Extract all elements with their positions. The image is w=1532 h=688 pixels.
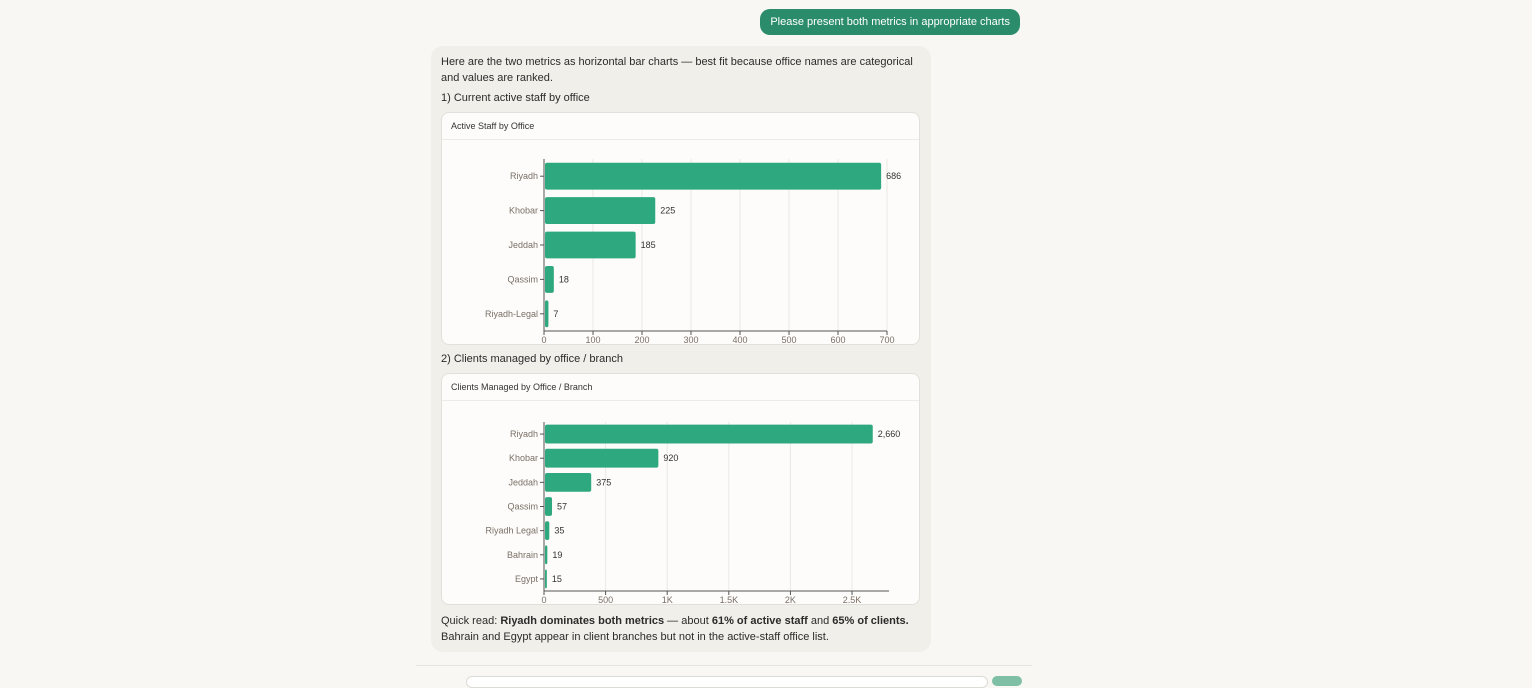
chart-title: Active Staff by Office [442,113,919,140]
data-label: 7 [553,309,558,319]
category-label: Qassim [507,502,538,512]
quick-read-highlight: Riyadh dominates both metrics [500,615,665,627]
tick-label: 500 [781,335,796,345]
bar [545,448,659,468]
category-label: Riyadh-Legal [485,309,538,319]
quick-read-text: — about [664,615,712,627]
category-label: Egypt [515,574,539,584]
section-title-clients: 2) Clients managed by office / branch [441,353,624,365]
data-label: 686 [886,171,901,181]
tick-label: 1.5K [720,595,739,605]
category-label: Qassim [507,274,538,284]
tick-label: 2K [785,595,796,605]
user-message-bubble: Please present both metrics in appropria… [760,9,1020,35]
data-label: 57 [557,502,567,512]
chart-card-clients: Clients Managed by Office / Branch 2,660… [441,373,920,605]
tick-label: 300 [683,335,698,345]
bar [545,497,553,516]
bar [545,545,548,565]
chart-title: Clients Managed by Office / Branch [442,374,919,401]
bar [545,197,656,225]
bar [545,569,547,589]
data-label: 920 [663,453,678,463]
tick-label: 700 [879,335,894,345]
bar [545,300,549,328]
category-label: Riyadh [510,429,538,439]
data-label: 18 [559,274,569,284]
category-label: Riyadh Legal [485,526,538,536]
data-label: 15 [552,574,562,584]
category-label: Bahrain [507,550,538,560]
tick-label: 500 [598,595,613,605]
chart-card-active-staff: Active Staff by Office 686 Riyadh 225 Khoba… [441,112,920,345]
quick-read-text: and [807,615,833,627]
quick-read: Quick read: Riyadh dominates both metric… [441,613,921,645]
active-staff-bar-chart: 686 Riyadh 225 Khobar 185 Jeddah 18 Qassim 7 Riya… [485,159,901,345]
composer-divider [416,665,1032,666]
clients-bar-chart: 2,660 Riyadh 920 Khobar 375 Jeddah 57 Qassim 35 R… [485,422,901,605]
data-label: 35 [554,526,564,536]
tick-label: 600 [830,335,845,345]
category-label: Khobar [509,206,538,216]
tick-label: 400 [732,335,747,345]
data-label: 2,660 [878,429,901,439]
quick-read-staff-share: 61% of active staff [711,615,808,627]
category-label: Jeddah [508,240,538,250]
bar [545,231,636,259]
tick-label: 0 [541,335,546,345]
tick-label: 0 [541,595,546,605]
quick-read-client-share: 65% of clients. [832,615,909,627]
category-label: Jeddah [508,477,538,487]
tick-label: 100 [585,335,600,345]
quick-read-text: Bahrain and Egypt appear in client branc… [441,631,829,643]
section-title-staff: 1) Current active staff by office [441,92,590,104]
category-label: Riyadh [510,171,538,181]
data-label: 375 [596,477,611,487]
category-label: Khobar [509,453,538,463]
assistant-message: Here are the two metrics as horizontal b… [431,46,931,652]
tick-label: 200 [634,335,649,345]
data-label: 19 [552,550,562,560]
assistant-intro: Here are the two metrics as horizontal b… [441,56,913,84]
quick-read-prefix: Quick read: [441,615,501,627]
tick-label: 2.5K [843,595,862,605]
bar [545,472,592,492]
bar [545,162,882,190]
bar [545,265,554,293]
bar [545,424,873,444]
tick-label: 1K [662,595,673,605]
bar [545,521,550,541]
data-label: 185 [641,240,656,250]
data-label: 225 [660,206,675,216]
